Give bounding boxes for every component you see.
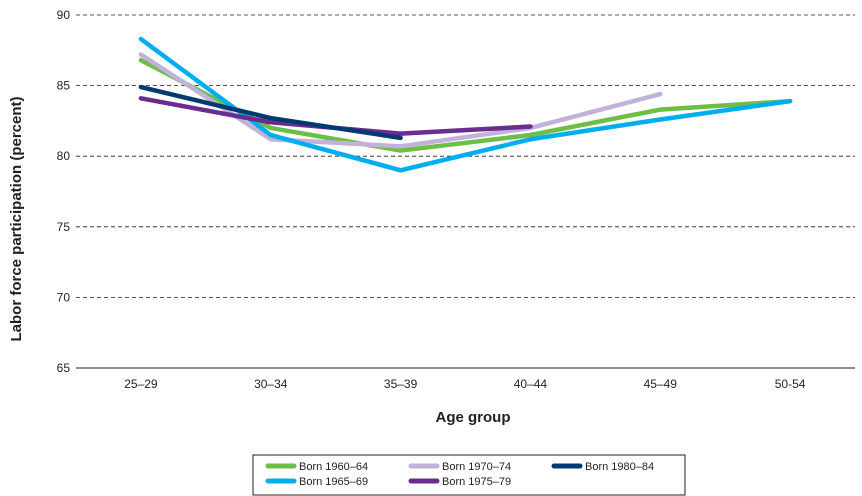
y-tick-label: 80 xyxy=(57,149,71,163)
y-tick-label: 70 xyxy=(57,290,71,304)
y-axis-title: Labor force participation (percent) xyxy=(8,96,25,341)
legend-label: Born 1980–84 xyxy=(585,461,654,473)
x-tick-label: 50-54 xyxy=(775,377,806,391)
legend-label: Born 1975–79 xyxy=(442,476,511,488)
legend: Born 1960–64 Born 1970–74 Born 1980–84 Born… xyxy=(252,454,686,496)
series-lines xyxy=(138,36,793,173)
legend-label: Born 1965–69 xyxy=(299,476,368,488)
series-line-born-1965-69 xyxy=(138,36,793,173)
y-tick-label: 75 xyxy=(57,220,71,234)
series-line-born-1980-84 xyxy=(138,84,403,141)
x-tick-label: 45–49 xyxy=(644,377,678,391)
x-axis-title: Age group xyxy=(436,409,511,426)
x-tick-label: 25–29 xyxy=(124,377,158,391)
x-tick-labels: 25–29 30–34 35–39 40–44 45–49 50-54 xyxy=(124,377,806,391)
legend-label: Born 1960–64 xyxy=(299,461,368,473)
series-line-born-1970-74 xyxy=(138,52,663,149)
legend-label: Born 1970–74 xyxy=(442,461,511,473)
x-tick-label: 30–34 xyxy=(254,377,288,391)
y-tick-labels: 65 70 75 80 85 90 xyxy=(57,8,71,375)
y-tick-label: 90 xyxy=(57,8,71,22)
legend-box xyxy=(252,454,686,496)
y-tick-label: 85 xyxy=(57,79,71,93)
x-tick-label: 35–39 xyxy=(384,377,418,391)
x-tick-label: 40–44 xyxy=(514,377,548,391)
y-tick-label: 65 xyxy=(57,361,71,375)
